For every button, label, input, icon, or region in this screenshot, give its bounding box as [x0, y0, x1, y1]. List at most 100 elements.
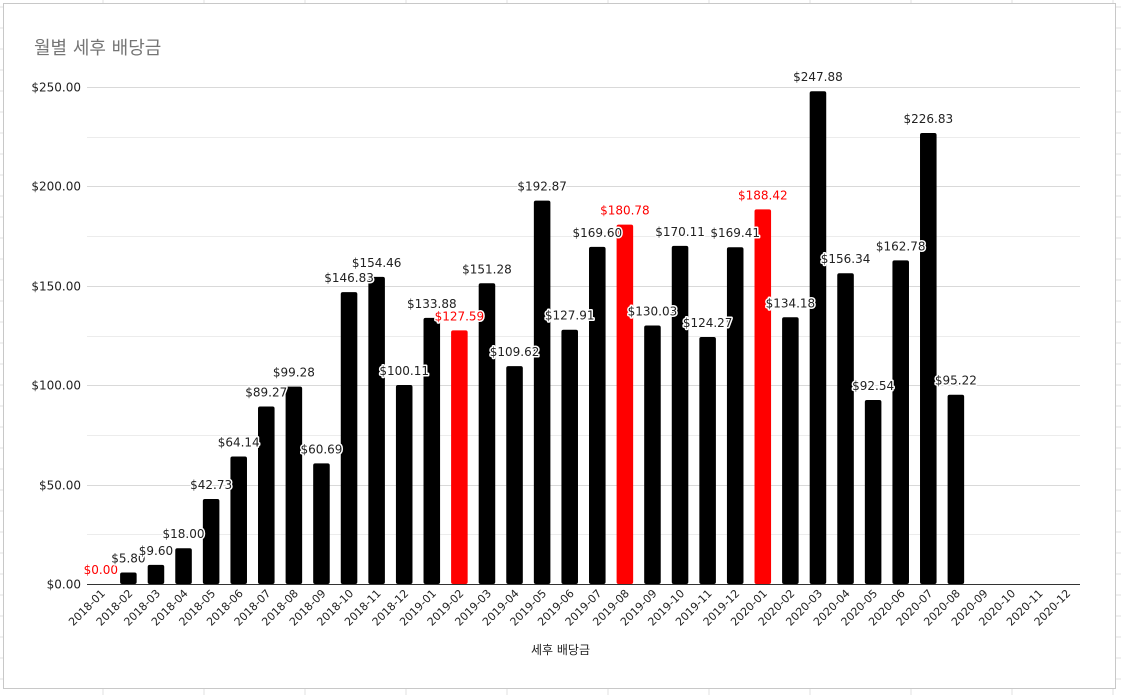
- data-label-halo: $226.83: [903, 112, 953, 126]
- bar-2018-11: [368, 276, 385, 584]
- data-label-halo: $0.00: [84, 563, 118, 577]
- bar-2018-06: [230, 456, 247, 584]
- data-label-2020-08: $95.22: [935, 374, 977, 388]
- data-label-halo: $109.62: [490, 345, 540, 359]
- data-label-halo: $60.69: [300, 442, 342, 456]
- bar-2019-08: [616, 224, 634, 584]
- data-label-2019-04: $109.62: [490, 345, 540, 359]
- bar-2018-08: [285, 386, 303, 584]
- bar-2020-05: [864, 400, 882, 584]
- data-label-2018-09: $60.69: [300, 442, 342, 456]
- data-label-2020-01: $188.42: [738, 188, 788, 202]
- data-label-halo: $127.91: [545, 309, 595, 323]
- bar-2019-02: [451, 330, 468, 584]
- data-label-2020-06: $162.78: [876, 239, 926, 253]
- bar-2019-01: [423, 317, 441, 584]
- data-label-halo: $180.78: [600, 204, 650, 218]
- data-label-2019-01: $133.88: [407, 297, 457, 311]
- data-label-halo: $169.41: [710, 226, 760, 240]
- data-label-halo: $42.73: [190, 478, 232, 492]
- bar-2018-07: [258, 406, 275, 584]
- data-label-halo: $130.03: [628, 305, 678, 319]
- bar-2020-03: [809, 91, 827, 584]
- data-label-halo: $162.78: [876, 239, 926, 253]
- bar-2019-07: [589, 246, 606, 584]
- bar-2018-04: [175, 548, 192, 584]
- bar-2018-10: [340, 292, 358, 584]
- data-label-2019-07: $169.60: [572, 226, 622, 240]
- bar-2019-05: [533, 200, 551, 584]
- bar-2020-01: [754, 209, 772, 585]
- bar-2018-12: [395, 384, 413, 584]
- bar-2020-06: [892, 260, 909, 584]
- bar-2019-03: [478, 283, 496, 584]
- bar-2018-05: [202, 499, 220, 584]
- data-label-2018-10: $146.83: [324, 271, 374, 285]
- bar-2019-04: [506, 366, 523, 584]
- data-label-halo: $95.22: [935, 374, 977, 388]
- data-label-halo: $18.00: [163, 527, 205, 541]
- bar-2018-09: [313, 463, 330, 584]
- data-label-2019-08: $180.78: [600, 204, 650, 218]
- y-tick-label: $0.00: [47, 578, 81, 592]
- data-label-2018-07: $89.27: [245, 386, 287, 400]
- data-label-halo: $133.88: [407, 297, 457, 311]
- data-label-halo: $124.27: [683, 316, 733, 330]
- bar-2018-02: [120, 572, 137, 584]
- data-label-2020-05: $92.54: [852, 379, 894, 393]
- bar-2020-08: [947, 394, 965, 584]
- data-label-2019-09: $130.03: [628, 305, 678, 319]
- data-label-2018-08: $99.28: [273, 366, 315, 380]
- data-label-halo: $154.46: [352, 256, 402, 270]
- data-label-halo: $9.60: [139, 544, 173, 558]
- chart-title: 월별 세후 배당금: [34, 38, 162, 59]
- bar-2020-02: [782, 317, 799, 584]
- data-label-halo: $188.42: [738, 188, 788, 202]
- data-label-halo: $127.59: [435, 309, 485, 323]
- bar-2019-10: [671, 245, 689, 584]
- data-label-halo: $170.11: [655, 225, 705, 239]
- bar-2020-04: [837, 273, 854, 584]
- data-label-2019-10: $170.11: [655, 225, 705, 239]
- x-axis-title: 세후 배당금: [530, 643, 590, 657]
- data-label-2020-04: $156.34: [821, 252, 871, 266]
- data-label-2019-12: $169.41: [710, 226, 760, 240]
- data-label-halo: $5.80: [111, 551, 145, 565]
- y-tick-label: $200.00: [31, 180, 81, 194]
- data-label-halo: $151.28: [462, 262, 512, 276]
- data-label-halo: $89.27: [245, 386, 287, 400]
- bar-2018-03: [147, 564, 165, 584]
- y-tick-label: $250.00: [31, 81, 81, 95]
- data-label-2018-01: $0.00: [84, 563, 118, 577]
- data-label-2018-06: $64.14: [218, 435, 260, 449]
- bar-2020-07: [920, 133, 937, 585]
- bar-2019-06: [561, 329, 578, 584]
- data-label-2018-04: $18.00: [163, 527, 205, 541]
- data-label-2019-03: $151.28: [462, 262, 512, 276]
- data-label-2019-05: $192.87: [517, 180, 567, 194]
- data-label-halo: $134.18: [766, 296, 816, 310]
- data-label-2019-06: $127.91: [545, 309, 595, 323]
- y-tick-label: $100.00: [31, 379, 81, 393]
- data-label-halo: $169.60: [572, 226, 622, 240]
- y-tick-label: $150.00: [31, 280, 81, 294]
- bar-2019-09: [644, 325, 661, 584]
- data-label-halo: $156.34: [821, 252, 871, 266]
- data-label-halo: $92.54: [852, 379, 894, 393]
- data-label-halo: $192.87: [517, 180, 567, 194]
- data-label-2018-11: $154.46: [352, 256, 402, 270]
- bar-2019-11: [699, 336, 716, 584]
- data-label-halo: $99.28: [273, 366, 315, 380]
- y-tick-label: $50.00: [39, 479, 81, 493]
- data-label-halo: $146.83: [324, 271, 374, 285]
- data-label-2018-05: $42.73: [190, 478, 232, 492]
- data-label-2020-07: $226.83: [903, 112, 953, 126]
- data-label-halo: $100.11: [379, 364, 429, 378]
- data-label-halo: $247.88: [793, 70, 843, 84]
- data-label-halo: $64.14: [218, 435, 260, 449]
- bar-2019-12: [726, 247, 744, 584]
- data-label-2018-03: $9.60: [139, 544, 173, 558]
- data-label-2018-12: $100.11: [379, 364, 429, 378]
- data-label-2020-03: $247.88: [793, 70, 843, 84]
